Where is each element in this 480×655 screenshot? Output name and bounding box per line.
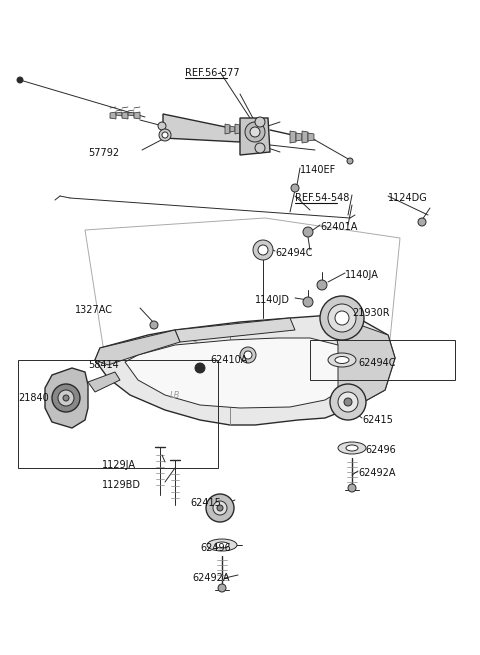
Polygon shape [95, 315, 395, 425]
Circle shape [206, 494, 234, 522]
Polygon shape [235, 124, 240, 134]
Circle shape [52, 384, 80, 412]
Circle shape [255, 143, 265, 153]
Circle shape [195, 363, 205, 373]
Text: 1140JD: 1140JD [255, 295, 290, 305]
Circle shape [344, 398, 352, 406]
Polygon shape [88, 372, 120, 392]
Text: 21840: 21840 [18, 393, 49, 403]
Ellipse shape [215, 542, 229, 548]
Circle shape [240, 347, 256, 363]
Polygon shape [175, 318, 295, 342]
Circle shape [255, 117, 265, 127]
Text: 62492A: 62492A [192, 573, 229, 583]
Circle shape [317, 280, 327, 290]
Ellipse shape [346, 445, 358, 451]
Text: 58414: 58414 [88, 360, 119, 370]
Text: REF.56-577: REF.56-577 [185, 68, 240, 78]
Text: 62415: 62415 [362, 415, 393, 425]
Text: 1124DG: 1124DG [388, 193, 428, 203]
Polygon shape [128, 112, 134, 116]
Polygon shape [225, 124, 230, 134]
Text: 1140EF: 1140EF [300, 165, 336, 175]
Circle shape [338, 392, 358, 412]
Ellipse shape [338, 442, 366, 454]
Text: 1129JA: 1129JA [102, 460, 136, 470]
Text: LB: LB [170, 390, 180, 400]
Circle shape [330, 384, 366, 420]
Bar [18, 360, 218, 468]
Ellipse shape [207, 539, 237, 551]
Ellipse shape [328, 353, 356, 367]
Circle shape [218, 584, 226, 592]
Text: 21930R: 21930R [352, 308, 390, 318]
Ellipse shape [335, 356, 349, 364]
Circle shape [58, 390, 74, 406]
Circle shape [63, 395, 69, 401]
Text: 1327AC: 1327AC [75, 305, 113, 315]
Circle shape [245, 122, 265, 142]
Text: 1129BD: 1129BD [102, 480, 141, 490]
Circle shape [17, 77, 23, 83]
Text: 62492A: 62492A [358, 468, 396, 478]
Circle shape [253, 240, 273, 260]
Text: 62401A: 62401A [320, 222, 358, 232]
Text: 62496: 62496 [200, 543, 231, 553]
Polygon shape [332, 315, 395, 405]
Polygon shape [302, 131, 308, 143]
Circle shape [150, 321, 158, 329]
Text: 62494C: 62494C [358, 358, 396, 368]
Text: 62494C: 62494C [275, 248, 312, 258]
Circle shape [244, 351, 252, 359]
Circle shape [162, 132, 168, 138]
Polygon shape [116, 112, 122, 116]
Polygon shape [110, 112, 116, 119]
Circle shape [418, 218, 426, 226]
Circle shape [335, 311, 349, 325]
Polygon shape [296, 133, 302, 141]
Polygon shape [122, 112, 128, 119]
Circle shape [303, 227, 313, 237]
Circle shape [258, 245, 268, 255]
Polygon shape [125, 338, 355, 408]
Circle shape [159, 129, 171, 141]
Text: REF.54-548: REF.54-548 [295, 193, 349, 203]
Circle shape [250, 127, 260, 137]
Polygon shape [290, 131, 296, 143]
Circle shape [291, 184, 299, 192]
Text: 1140JA: 1140JA [345, 270, 379, 280]
Polygon shape [240, 118, 270, 155]
Polygon shape [308, 133, 314, 141]
Circle shape [303, 297, 313, 307]
Text: 62496: 62496 [365, 445, 396, 455]
Circle shape [348, 484, 356, 492]
Polygon shape [240, 126, 245, 132]
Circle shape [320, 296, 364, 340]
Circle shape [347, 158, 353, 164]
Polygon shape [95, 330, 180, 365]
Circle shape [328, 304, 356, 332]
Circle shape [217, 505, 223, 511]
Circle shape [213, 501, 227, 515]
Text: 62415: 62415 [190, 498, 221, 508]
Text: 62410A: 62410A [210, 355, 247, 365]
Polygon shape [230, 126, 235, 132]
Text: 57792: 57792 [88, 148, 119, 158]
Polygon shape [134, 112, 140, 119]
Polygon shape [45, 368, 88, 428]
Bar [310, 340, 455, 380]
Circle shape [158, 122, 166, 130]
Polygon shape [163, 114, 240, 142]
